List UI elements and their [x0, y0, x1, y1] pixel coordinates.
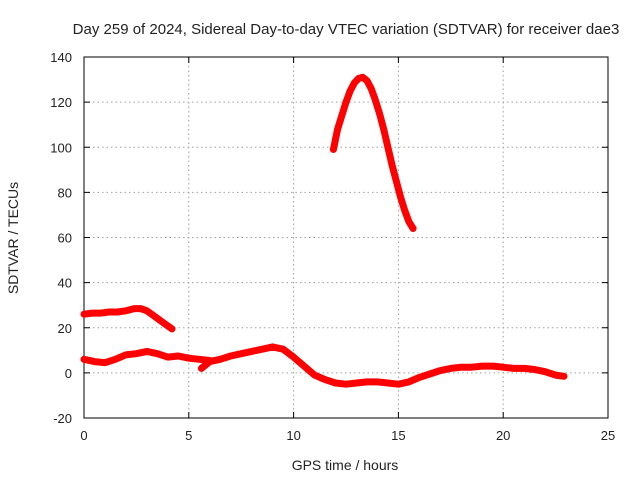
y-tick-label: 0	[65, 366, 72, 381]
x-tick-label: 0	[80, 428, 87, 443]
y-tick-label: 100	[50, 140, 72, 155]
series-line-trace-2	[80, 347, 214, 367]
y-tick-label: 140	[50, 50, 72, 65]
x-tick-label: 15	[391, 428, 405, 443]
series-line-trace-1	[80, 305, 176, 333]
x-tick-label: 10	[286, 428, 300, 443]
x-tick-label: 5	[185, 428, 192, 443]
y-tick-label: -20	[53, 411, 72, 426]
axis-ticks: 0 5 10 15 20 25 -20 0 20 40 60 80 100 120 140	[50, 50, 615, 443]
chart-title: Day 259 of 2024, Sidereal Day-to-day VTE…	[73, 21, 620, 38]
y-tick-label: 120	[50, 95, 72, 110]
series-line-trace-4	[329, 73, 417, 232]
y-tick-label: 60	[58, 231, 72, 246]
x-tick-label: 20	[496, 428, 510, 443]
series-line-trace-3	[197, 343, 568, 388]
y-axis-label: SDTVAR / TECUs	[5, 182, 21, 294]
series-group	[80, 73, 568, 388]
y-tick-label: 20	[58, 321, 72, 336]
x-axis-label: GPS time / hours	[292, 457, 399, 473]
x-tick-label: 25	[601, 428, 615, 443]
y-tick-label: 40	[58, 276, 72, 291]
y-tick-label: 80	[58, 185, 72, 200]
